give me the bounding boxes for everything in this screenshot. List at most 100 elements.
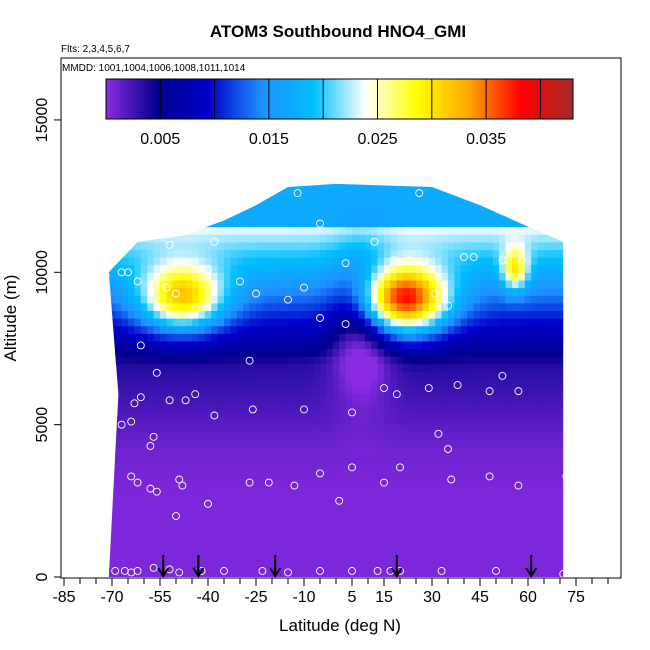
heatmap-cell (428, 569, 436, 577)
heatmap-cell (320, 462, 327, 471)
heatmap-cell (512, 378, 519, 388)
heatmap-cell (198, 196, 206, 205)
heatmap-cell (268, 295, 276, 304)
heatmap-cell (300, 203, 308, 212)
heatmap-cell (160, 249, 167, 258)
heatmap-cell (409, 485, 417, 494)
heatmap-cell (454, 516, 462, 525)
heatmap-cell (179, 264, 187, 273)
heatmap-cell (172, 409, 180, 418)
heatmap-cell (256, 241, 263, 251)
heatmap-cell (166, 348, 174, 357)
heatmap-cell (537, 226, 545, 235)
heatmap-cell (499, 554, 507, 563)
heatmap-cell (217, 424, 225, 433)
heatmap-cell (384, 417, 391, 426)
heatmap-cell (518, 279, 526, 289)
heatmap-cell (512, 432, 519, 441)
heatmap-cell (396, 386, 404, 395)
heatmap-cell (288, 333, 295, 342)
heatmap-cell (140, 401, 148, 411)
heatmap-cell (537, 417, 545, 426)
heatmap-cell (390, 257, 398, 266)
heatmap-cell (364, 424, 372, 433)
heatmap-cell (524, 485, 532, 494)
heatmap-cell (441, 348, 449, 357)
heatmap-cell (467, 287, 475, 296)
heatmap-cell (486, 241, 494, 251)
heatmap-cell (256, 257, 263, 266)
heatmap-cell (473, 394, 481, 403)
heatmap-cell (153, 371, 161, 380)
heatmap-cell (499, 569, 507, 577)
heatmap-cell (358, 508, 366, 517)
heatmap-cell (518, 447, 526, 456)
heatmap-cell (390, 211, 398, 220)
heatmap-cell (428, 218, 436, 228)
heatmap-cell (153, 302, 161, 311)
heatmap-cell (115, 432, 123, 441)
heatmap-cell (243, 279, 251, 289)
heatmap-cell (416, 455, 423, 464)
heatmap-cell (377, 356, 385, 365)
heatmap-cell (147, 325, 155, 334)
heatmap-cell (544, 257, 551, 266)
heatmap-cell (275, 561, 283, 570)
heatmap-cell (121, 378, 129, 388)
sample-point (485, 387, 494, 396)
heatmap-cell (448, 287, 455, 296)
heatmap-cell (153, 264, 161, 273)
heatmap-cell (262, 234, 270, 243)
heatmap-cell (172, 340, 180, 350)
heatmap-cell (153, 546, 161, 555)
heatmap-cell (448, 455, 455, 464)
heatmap-cell (505, 241, 513, 251)
heatmap-cell (531, 394, 539, 403)
heatmap-cell (185, 424, 193, 433)
heatmap-cell (390, 234, 398, 243)
heatmap-cell (249, 302, 257, 311)
heatmap-cell (409, 348, 417, 357)
heatmap-cell (121, 295, 129, 304)
heatmap-cell (454, 477, 462, 487)
heatmap-cell (134, 569, 142, 577)
heatmap-cell (537, 401, 545, 411)
heatmap-cell (473, 257, 481, 266)
heatmap-cell (358, 394, 366, 403)
heatmap-cell (198, 264, 206, 273)
heatmap-cell (492, 196, 500, 205)
heatmap-cell (416, 493, 423, 502)
heatmap-cell (486, 455, 494, 464)
heatmap-cell (262, 325, 270, 334)
heatmap-cell (115, 531, 123, 540)
heatmap-cell (473, 249, 481, 258)
heatmap-cell (275, 455, 283, 464)
heatmap-cell (345, 279, 353, 289)
heatmap-cell (544, 287, 551, 296)
heatmap-cell (448, 272, 455, 281)
heatmap-cell (249, 538, 257, 548)
heatmap-cell (204, 455, 212, 464)
heatmap-cell (448, 417, 455, 426)
heatmap-cell (224, 318, 231, 327)
heatmap-cell (275, 249, 283, 258)
heatmap-cell (435, 264, 443, 273)
heatmap-cell (524, 516, 532, 525)
heatmap-cell (268, 348, 276, 357)
heatmap-cell (524, 196, 532, 205)
heatmap-cell (364, 196, 372, 205)
heatmap-cell (185, 371, 193, 380)
heatmap-cell (358, 470, 366, 479)
heatmap-cell (300, 295, 308, 304)
heatmap-cell (160, 279, 167, 289)
heatmap-cell (352, 234, 359, 243)
heatmap-cell (160, 218, 167, 228)
heatmap-cell (422, 477, 430, 487)
heatmap-cell (307, 325, 315, 334)
heatmap-cell (505, 546, 513, 555)
heatmap-cell (211, 310, 219, 319)
heatmap-cell (185, 356, 193, 365)
heatmap-cell (300, 470, 308, 479)
heatmap-cell (211, 409, 219, 418)
